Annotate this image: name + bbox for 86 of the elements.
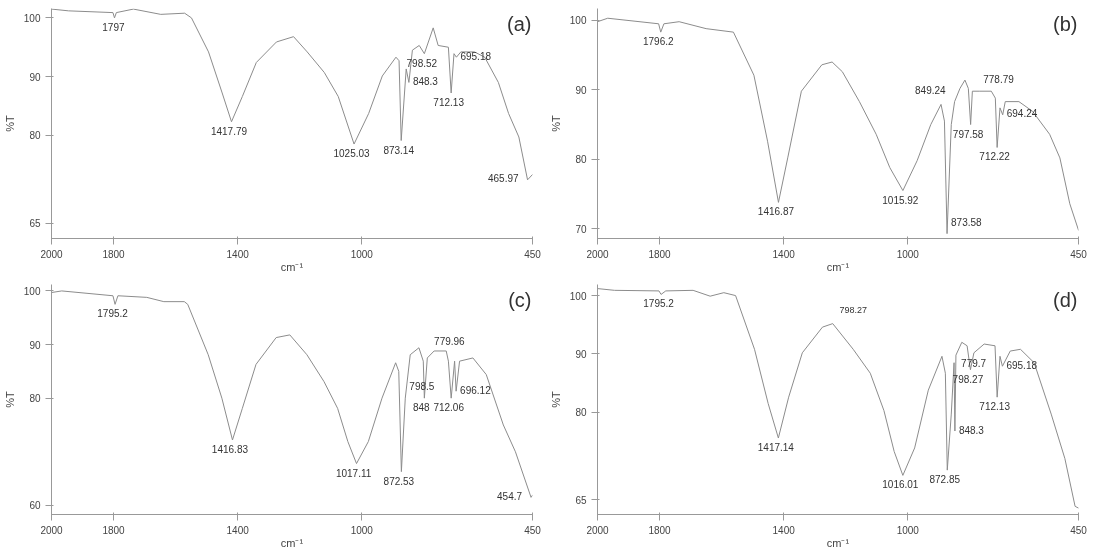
annotation: 848 xyxy=(412,402,431,414)
x-tick-label: 1800 xyxy=(102,524,126,536)
x-tick-label: 2000 xyxy=(40,524,64,536)
annotation: 454.7 xyxy=(497,490,523,502)
x-tick-label: 1000 xyxy=(896,248,920,260)
annotation: 848.3 xyxy=(958,424,985,436)
x-tick-label: 450 xyxy=(524,524,542,536)
annotation: 1796.2 xyxy=(642,36,674,48)
x-tick-label: 1000 xyxy=(350,524,374,536)
y-tick-label: 80 xyxy=(575,407,587,419)
y-tick-label: 90 xyxy=(29,71,41,83)
annotation: 872.85 xyxy=(929,474,961,486)
annotation: 1417.14 xyxy=(757,442,795,454)
y-tick-label: 90 xyxy=(575,84,587,96)
x-axis-title: cm⁻¹ xyxy=(826,536,850,549)
annotation: 1016.01 xyxy=(882,479,919,491)
annotation: 779.7 xyxy=(961,357,987,369)
annotation: 1795.2 xyxy=(97,308,129,320)
annotation: 848.3 xyxy=(412,75,439,87)
chart-title: (b) xyxy=(1053,12,1078,35)
annotation: 798.52 xyxy=(406,57,438,69)
annotation: 1416.83 xyxy=(211,443,249,455)
annotation: 695.18 xyxy=(1006,359,1038,371)
x-tick-label: 1000 xyxy=(896,524,920,536)
annotation: 712.22 xyxy=(979,151,1011,163)
y-tick-label: 70 xyxy=(575,223,587,235)
y-tick-label: 100 xyxy=(23,12,41,24)
annotation: 712.13 xyxy=(433,96,465,108)
annotation: 712.13 xyxy=(979,401,1011,413)
y-tick-label: 65 xyxy=(575,494,587,506)
x-tick-label: 1400 xyxy=(772,524,796,536)
y-axis-title: %T xyxy=(3,114,16,132)
annotation: 798.27 xyxy=(839,304,868,315)
y-axis-title: %T xyxy=(3,390,16,408)
annotation: 696.12 xyxy=(460,384,492,396)
annotation: 1017.11 xyxy=(335,467,372,479)
x-tick-label: 1800 xyxy=(648,248,672,260)
annotation: 1015.92 xyxy=(882,194,919,206)
x-tick-label: 2000 xyxy=(40,248,64,260)
annotation: 694.24 xyxy=(1006,108,1038,120)
y-tick-label: 100 xyxy=(23,285,41,297)
x-tick-label: 450 xyxy=(524,248,542,260)
annotation: 849.24 xyxy=(915,84,947,96)
chart-title: (c) xyxy=(508,288,532,311)
chart-title: (d) xyxy=(1053,288,1078,311)
annotation: 797.58 xyxy=(952,128,984,140)
y-tick-label: 65 xyxy=(29,218,41,230)
x-axis-title: cm⁻¹ xyxy=(280,260,304,273)
y-tick-label: 100 xyxy=(569,290,587,302)
chart-title: (a) xyxy=(507,12,532,35)
y-tick-label: 90 xyxy=(575,348,587,360)
annotation: 873.58 xyxy=(951,216,983,228)
y-tick-label: 80 xyxy=(29,130,41,142)
y-tick-label: 80 xyxy=(29,393,41,405)
x-tick-label: 1400 xyxy=(772,248,796,260)
annotation: 695.18 xyxy=(460,50,492,62)
x-tick-label: 2000 xyxy=(586,248,610,260)
y-tick-label: 80 xyxy=(575,154,587,166)
y-tick-label: 60 xyxy=(29,500,41,512)
annotation: 1417.79 xyxy=(210,125,248,137)
annotation: 873.14 xyxy=(383,144,415,156)
x-tick-label: 1400 xyxy=(226,524,250,536)
x-tick-label: 450 xyxy=(1070,524,1088,536)
annotation: 1795.2 xyxy=(643,298,675,310)
y-tick-label: 100 xyxy=(569,15,587,27)
annotation: 712.06 xyxy=(433,402,465,414)
x-tick-label: 2000 xyxy=(586,524,610,536)
x-axis-title: cm⁻¹ xyxy=(280,536,304,549)
x-axis-title: cm⁻¹ xyxy=(826,260,850,273)
x-tick-label: 1000 xyxy=(350,248,374,260)
annotation: 798.27 xyxy=(952,373,984,385)
annotation: 798.5 xyxy=(409,381,435,393)
annotation: 1416.87 xyxy=(757,206,795,218)
x-tick-label: 450 xyxy=(1070,248,1088,260)
annotation: 778.79 xyxy=(983,74,1015,86)
y-tick-label: 90 xyxy=(29,339,41,351)
x-tick-label: 1800 xyxy=(648,524,672,536)
y-axis-title: %T xyxy=(549,114,562,132)
x-tick-label: 1800 xyxy=(102,248,126,260)
annotation: 1025.03 xyxy=(333,148,371,160)
annotation: 465.97 xyxy=(487,173,519,185)
annotation: 779.96 xyxy=(434,335,466,347)
x-tick-label: 1400 xyxy=(226,248,250,260)
annotation: 872.53 xyxy=(383,475,415,487)
annotation: 1797 xyxy=(102,21,125,33)
y-axis-title: %T xyxy=(549,390,562,408)
